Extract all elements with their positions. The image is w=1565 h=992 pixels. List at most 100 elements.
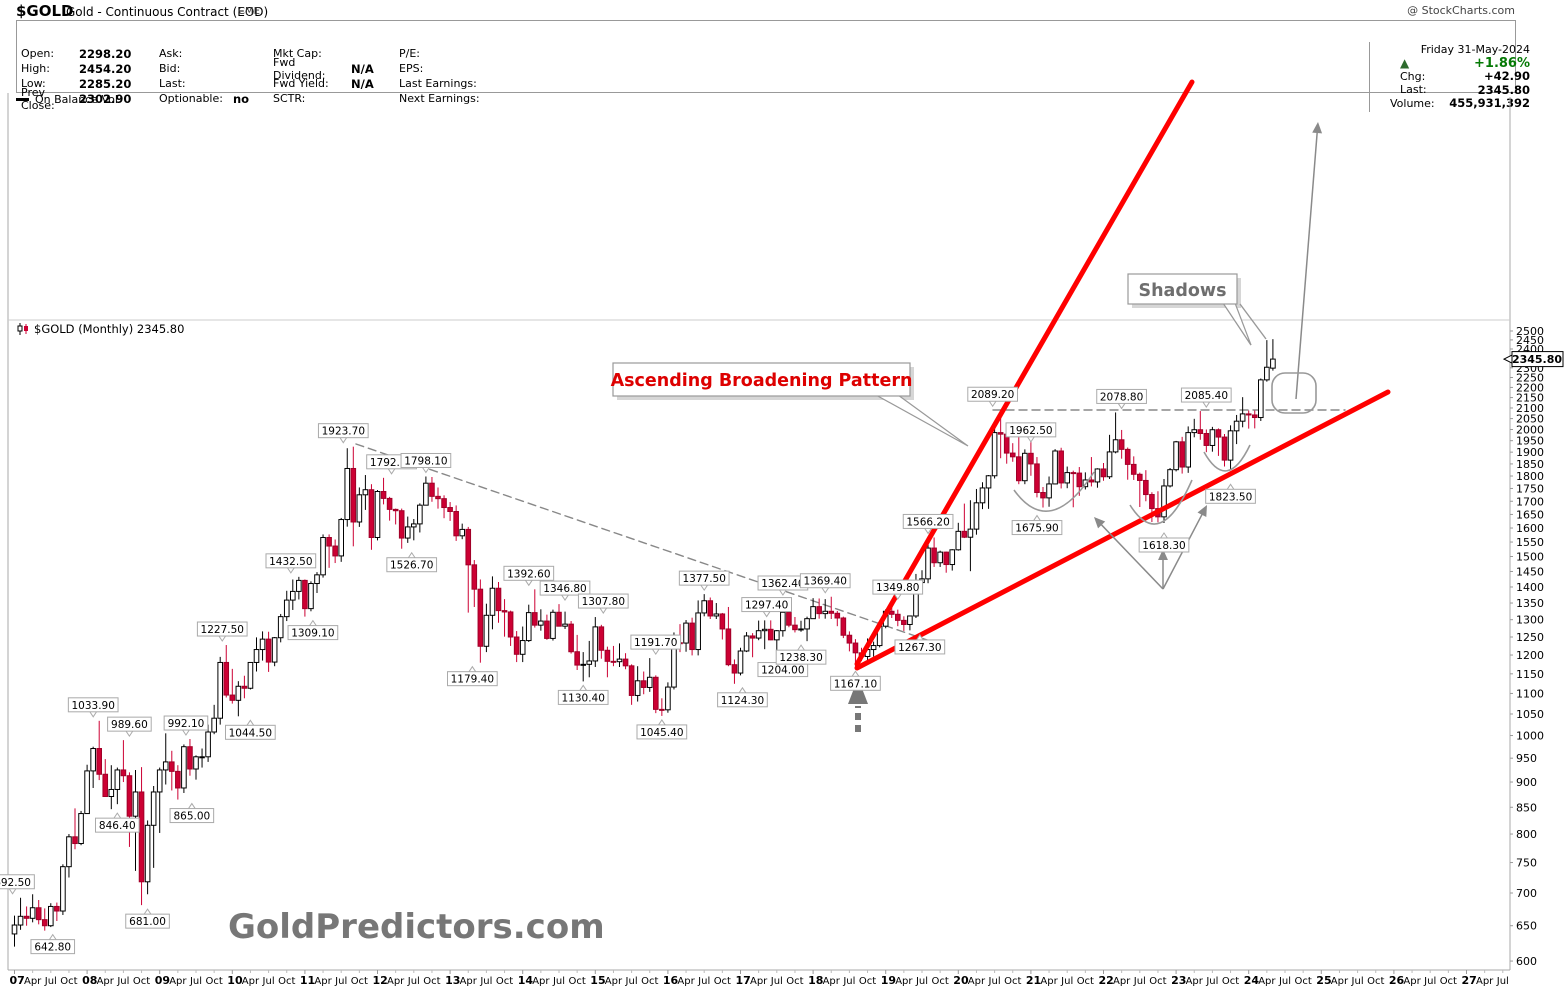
x-month-label: Oct — [569, 976, 586, 987]
x-month-label: Apr — [387, 976, 405, 987]
quote-row: Prev Close: 2302.90 — [21, 86, 131, 112]
y-tick-label: 1350 — [1516, 597, 1544, 610]
candle — [1173, 440, 1179, 472]
svg-text:1823.50: 1823.50 — [1209, 491, 1252, 503]
price-label: 1309.10 — [287, 619, 339, 641]
y-tick-label: 1750 — [1516, 482, 1544, 495]
svg-text:1191.70: 1191.70 — [634, 637, 677, 649]
candle — [193, 755, 199, 780]
x-month-label: Oct — [1440, 976, 1457, 987]
price-label: 1307.80 — [577, 593, 629, 614]
candle — [1191, 418, 1198, 438]
candle — [392, 508, 399, 525]
candle — [60, 864, 66, 915]
quote-row: Last: — [159, 76, 249, 91]
price-label: 1923.70 — [317, 423, 369, 444]
candle — [634, 666, 641, 702]
x-month-label: Oct — [206, 976, 223, 987]
x-month-label: Apr — [750, 976, 768, 987]
last-price-tag: 2345.80 — [1502, 351, 1564, 368]
x-year-label: 24 — [1244, 974, 1260, 987]
price-label: 1349.80 — [872, 579, 924, 600]
candle — [1143, 470, 1149, 502]
quote-value: no — [233, 91, 250, 106]
candle — [622, 653, 629, 670]
candle — [901, 616, 907, 631]
svg-text:1167.10: 1167.10 — [834, 678, 877, 690]
svg-text:1392.60: 1392.60 — [507, 568, 550, 580]
x-month-label: Oct — [1222, 976, 1239, 987]
quote-label: Bid: — [159, 62, 181, 75]
candle — [646, 658, 653, 692]
up-triangle-icon: ▲ — [1400, 56, 1410, 71]
price-label: 1432.50 — [265, 553, 317, 574]
x-year-label: 25 — [1316, 974, 1331, 987]
candle — [1034, 457, 1040, 498]
red-trendlines — [854, 79, 1391, 671]
svg-text:2345.80: 2345.80 — [1512, 353, 1562, 366]
candle — [828, 596, 835, 620]
x-year-label: 21 — [1026, 974, 1041, 987]
candle — [277, 613, 284, 643]
y-tick-label: 2500 — [1516, 325, 1544, 338]
svg-text:989.60: 989.60 — [111, 719, 148, 731]
x-month-label: Oct — [1077, 976, 1094, 987]
y-tick-label: 1000 — [1516, 730, 1544, 743]
rounded-bottom-arc — [1013, 471, 1095, 512]
candle — [701, 594, 708, 617]
quote-row: Mkt Cap: — [273, 46, 374, 61]
candle — [574, 634, 580, 670]
y-tick-label: 1800 — [1516, 470, 1544, 483]
price-label: 1377.50 — [678, 570, 730, 592]
candle — [556, 604, 562, 627]
x-month-label: Oct — [641, 976, 658, 987]
price-label: 1369.40 — [799, 573, 851, 594]
svg-text:992.10: 992.10 — [168, 718, 205, 730]
quote-row: Low: 2285.20 — [21, 76, 131, 91]
candle — [48, 903, 54, 928]
candle — [544, 614, 550, 640]
quote-value: 2454.20 — [79, 61, 132, 76]
quote-row: Open: 2298.20 — [21, 46, 131, 61]
y-tick-label: 2200 — [1516, 381, 1544, 394]
svg-text:1618.30: 1618.30 — [1142, 540, 1185, 552]
x-year-label: 22 — [1099, 974, 1114, 987]
candle — [1058, 447, 1064, 489]
x-month-label: Jul — [1423, 976, 1436, 987]
quote-label: Ask: — [159, 47, 183, 60]
gray-arrow — [1197, 505, 1207, 518]
x-month-label: Apr — [1476, 976, 1494, 987]
price-label: 2089.20 — [967, 386, 1018, 408]
quote-label: Next Earnings: — [399, 92, 480, 105]
x-month-label: Jul — [479, 976, 492, 987]
x-year-label: 10 — [227, 974, 243, 987]
x-month-label: Oct — [1004, 976, 1021, 987]
y-tick-label: 1650 — [1516, 508, 1544, 521]
candle — [35, 899, 42, 925]
x-year-label: 19 — [881, 974, 896, 987]
quote-value: N/A — [351, 76, 374, 91]
quote-row: SCTR: — [273, 91, 374, 106]
x-month-label: Oct — [60, 976, 77, 987]
candle — [1088, 457, 1095, 487]
x-month-label: Jul — [988, 976, 1001, 987]
y-tick-label: 1200 — [1516, 649, 1544, 662]
quote-row: Optionable: no — [159, 91, 249, 106]
candle — [247, 661, 254, 690]
candle — [949, 549, 956, 571]
price-label: 1130.40 — [557, 684, 609, 705]
candle — [1155, 491, 1161, 523]
svg-text:1130.40: 1130.40 — [561, 692, 604, 704]
x-year-label: 18 — [808, 974, 823, 987]
candle — [205, 724, 211, 762]
price-label: 1297.40 — [741, 597, 792, 618]
candle — [907, 615, 913, 631]
price-label: 1033.90 — [67, 697, 119, 718]
y-tick-label: 1550 — [1516, 536, 1544, 549]
candle — [181, 744, 187, 793]
rounded-bottom-arc — [1203, 444, 1251, 472]
candle — [265, 631, 272, 672]
volume-label: Volume: — [1390, 96, 1435, 110]
candle — [707, 597, 714, 620]
candle — [1130, 456, 1137, 480]
